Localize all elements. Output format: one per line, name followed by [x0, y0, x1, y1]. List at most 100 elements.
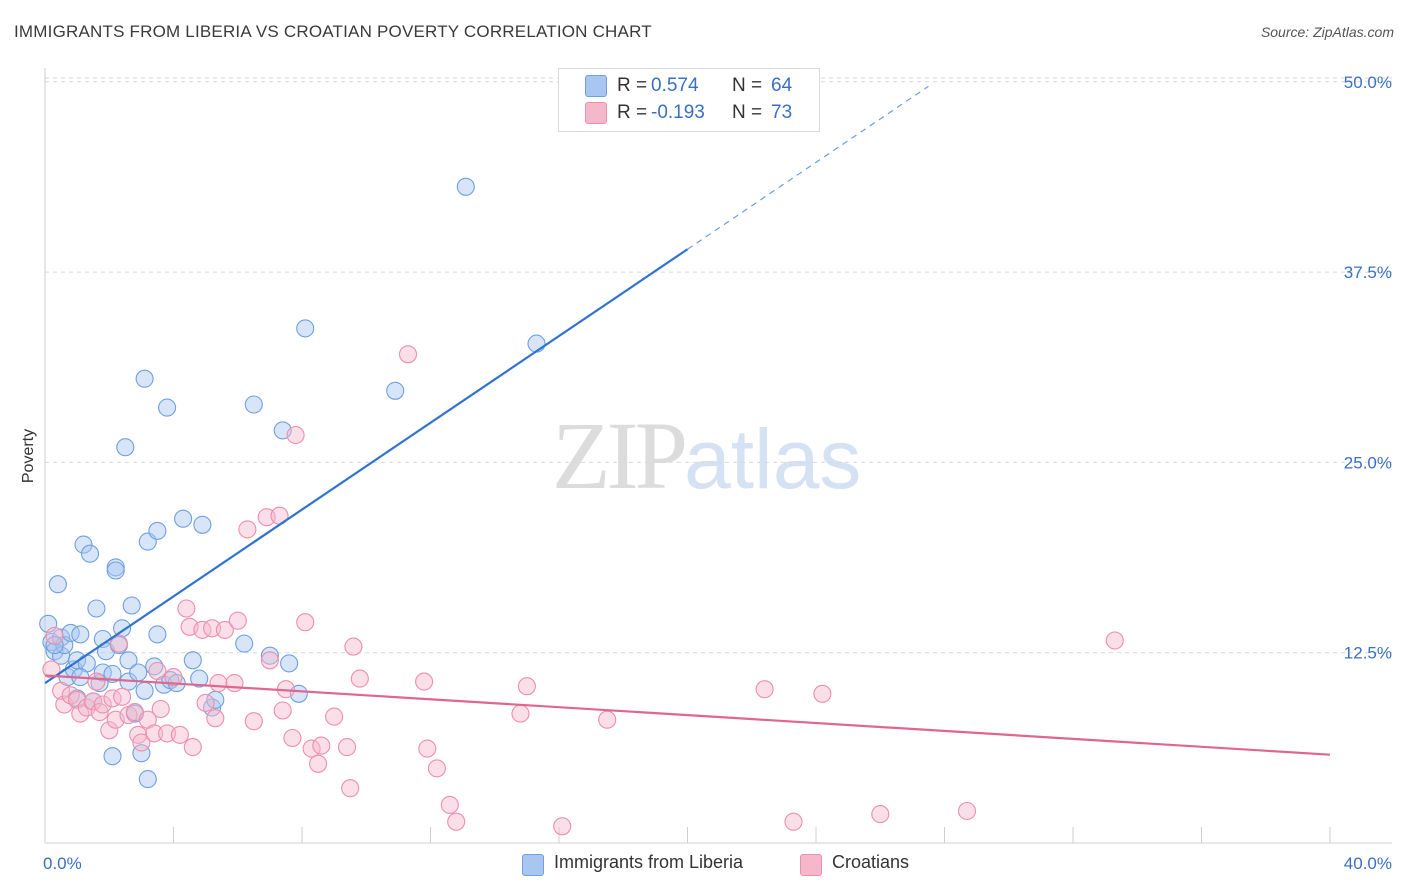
- croatians-point: [286, 425, 305, 445]
- data-points: [39, 177, 1124, 836]
- croatians-point: [196, 693, 215, 712]
- liberia-point: [132, 744, 151, 763]
- croatians-point: [103, 689, 122, 708]
- croatians-point: [93, 695, 112, 714]
- liberia-point: [71, 625, 90, 644]
- liberia-point: [135, 369, 154, 388]
- legend-swatch-croatians: [800, 854, 822, 876]
- croatians-point: [170, 725, 189, 744]
- croatians-point: [273, 701, 292, 720]
- croatians-point: [45, 626, 64, 645]
- n-value: 64: [771, 75, 793, 96]
- liberia-point: [122, 596, 141, 615]
- source-note: Source: ZipAtlas.com: [1260, 24, 1394, 40]
- croatians-point: [52, 681, 71, 700]
- liberia-point: [158, 398, 177, 417]
- liberia-point: [183, 651, 202, 670]
- legend-label-croatians: Croatians: [832, 852, 910, 872]
- croatians-point: [206, 709, 225, 728]
- liberia-trend-extension: [687, 85, 929, 250]
- liberia-point: [280, 654, 299, 673]
- liberia-point: [103, 747, 122, 766]
- croatians-point: [302, 739, 321, 758]
- croatians-point: [151, 699, 170, 719]
- croatians-point: [148, 661, 167, 681]
- stats-swatch-liberia: [585, 75, 607, 97]
- croatians-point: [283, 728, 302, 748]
- r-value: 0.574: [651, 75, 699, 96]
- liberia-point: [235, 634, 254, 653]
- stats-box: R = 0.574 N = 64 R = -0.193 N = 73: [558, 68, 820, 132]
- grid-lines: [45, 77, 1392, 654]
- croatians-point: [344, 637, 363, 656]
- croatians-point: [209, 674, 228, 693]
- y-tick-label: 50.0%: [1344, 73, 1392, 92]
- croatians-point: [296, 613, 315, 632]
- croatians-point: [598, 710, 617, 729]
- y-tick-label: 12.5%: [1344, 644, 1392, 663]
- liberia-point: [116, 438, 135, 457]
- croatians-point: [228, 611, 247, 630]
- watermark-zip: ZIP: [552, 402, 688, 509]
- croatians-point: [164, 668, 183, 687]
- croatians-point: [418, 739, 437, 758]
- croatians-point: [517, 677, 536, 696]
- croatians-point: [341, 779, 360, 798]
- croatians-point: [440, 795, 459, 814]
- croatians-point: [61, 686, 80, 705]
- croatians-point: [813, 684, 832, 703]
- liberia-point: [119, 651, 138, 670]
- liberia-point: [45, 636, 64, 655]
- liberia-point: [103, 664, 122, 684]
- croatians-point: [755, 680, 774, 699]
- x-tick-label: 40.0%: [1344, 854, 1392, 873]
- croatians-trend-line: [44, 674, 1331, 756]
- y-tick-label: 37.5%: [1344, 263, 1392, 282]
- croatians-point: [415, 672, 434, 691]
- watermark: ZIPatlas: [552, 400, 861, 511]
- croatians-point: [312, 736, 331, 755]
- liberia-point: [148, 625, 167, 644]
- croatians-point: [427, 759, 446, 778]
- y-axis-title: Poverty: [20, 429, 37, 483]
- r-label: R =: [617, 75, 648, 96]
- croatians-point: [132, 733, 151, 752]
- croatians-point: [447, 812, 466, 831]
- croatians-point: [109, 634, 128, 653]
- liberia-point: [244, 395, 263, 414]
- n-label: N =: [732, 75, 763, 96]
- liberia-point: [527, 334, 546, 353]
- liberia-point: [129, 663, 148, 682]
- croatians-point: [145, 724, 164, 743]
- liberia-point: [148, 521, 167, 540]
- stats-swatch-croatians: [585, 102, 607, 124]
- croatians-point: [309, 754, 328, 773]
- liberia-point: [138, 770, 157, 789]
- liberia-point: [113, 619, 132, 638]
- croatians-point: [215, 620, 234, 639]
- croatians-point: [113, 687, 132, 706]
- liberia-point: [74, 535, 93, 554]
- croatians-point: [238, 520, 257, 539]
- axes: [44, 68, 1392, 844]
- liberia-trend-line: [44, 248, 689, 685]
- liberia-point: [386, 381, 405, 400]
- liberia-point: [93, 663, 112, 682]
- tick-labels: 12.5% 25.0% 37.5% 50.0% 0.0% 40.0%: [43, 73, 1392, 873]
- croatians-point: [1105, 631, 1124, 650]
- legend-label-liberia: Immigrants from Liberia: [554, 852, 744, 872]
- croatians-point: [784, 812, 803, 831]
- liberia-point: [260, 646, 279, 665]
- croatians-point: [957, 801, 977, 821]
- croatians-point: [511, 704, 530, 723]
- liberia-point: [80, 544, 100, 563]
- liberia-point: [48, 575, 67, 594]
- croatians-point: [225, 674, 244, 693]
- croatians-point: [350, 669, 369, 688]
- croatians-point: [325, 707, 344, 726]
- liberia-point: [190, 669, 209, 688]
- croatians-point: [177, 599, 196, 618]
- liberia-point: [106, 561, 125, 580]
- r-value: -0.193: [651, 102, 705, 123]
